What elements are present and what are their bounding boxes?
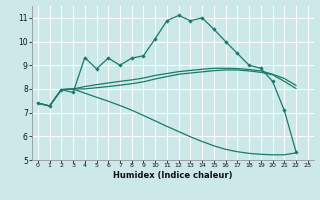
X-axis label: Humidex (Indice chaleur): Humidex (Indice chaleur) bbox=[113, 171, 233, 180]
